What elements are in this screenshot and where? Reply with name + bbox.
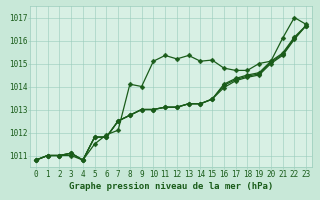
X-axis label: Graphe pression niveau de la mer (hPa): Graphe pression niveau de la mer (hPa)	[69, 182, 273, 191]
